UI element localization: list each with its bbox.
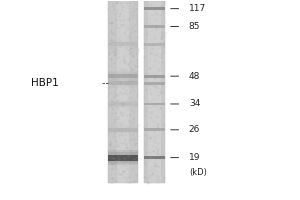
Bar [108, 125, 138, 134]
Bar [108, 79, 138, 88]
Bar [108, 39, 138, 49]
Bar [144, 1, 165, 183]
Text: 48: 48 [189, 72, 200, 81]
Bar [144, 128, 165, 131]
Bar [108, 152, 138, 163]
Bar [108, 128, 138, 132]
Bar [108, 155, 138, 161]
Bar [144, 82, 165, 85]
Bar [144, 25, 165, 28]
Bar [108, 80, 138, 86]
Bar [144, 7, 165, 10]
Text: 117: 117 [189, 4, 206, 13]
Bar [108, 101, 138, 107]
Text: --: -- [102, 78, 112, 88]
Text: 34: 34 [189, 99, 200, 108]
Bar [108, 127, 138, 133]
Bar [144, 103, 165, 105]
Text: 19: 19 [189, 153, 200, 162]
Text: 26: 26 [189, 125, 200, 134]
Bar [144, 43, 165, 46]
Bar [144, 156, 165, 159]
Bar [108, 71, 138, 82]
Bar [148, 1, 161, 183]
Bar [108, 100, 138, 108]
Bar [108, 150, 138, 165]
Bar [144, 75, 165, 78]
Bar [108, 102, 138, 106]
Text: 85: 85 [189, 22, 200, 31]
Text: (kD): (kD) [189, 168, 207, 177]
Bar [108, 74, 138, 78]
Bar [108, 81, 138, 85]
Bar [108, 41, 138, 48]
Bar [108, 1, 138, 183]
Bar [108, 42, 138, 46]
Text: HBP1: HBP1 [31, 78, 58, 88]
Bar [108, 72, 138, 80]
Bar [117, 1, 129, 183]
